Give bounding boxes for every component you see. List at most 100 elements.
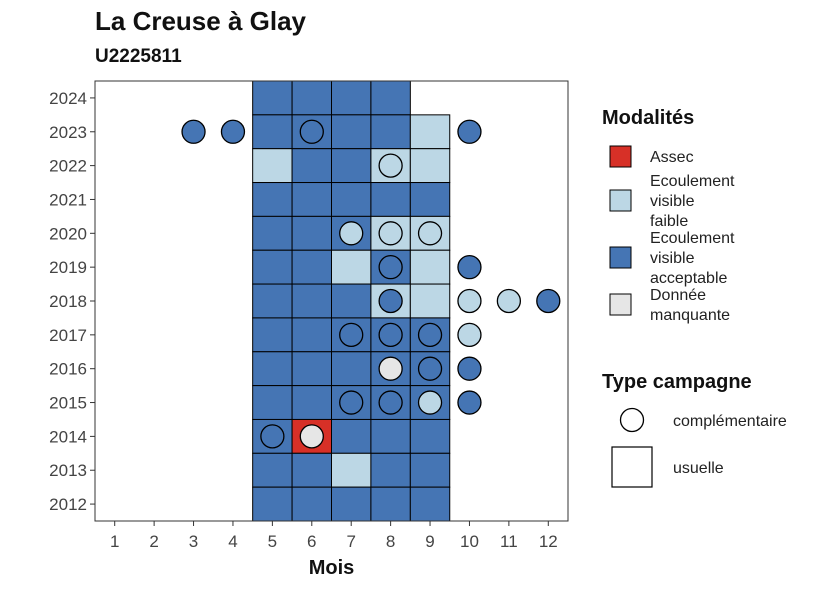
point-2019-8 (378, 255, 403, 280)
cell-2014-7 (331, 418, 372, 454)
cell-2017-5 (252, 317, 293, 353)
x-tick-label: 7 (346, 532, 355, 551)
point-2014-5 (260, 424, 285, 449)
cell-2016-7 (331, 351, 372, 387)
cell-2013-7 (331, 452, 372, 488)
point-2014-6 (299, 424, 324, 449)
point-2017-8 (378, 322, 403, 347)
cell-2022-9 (409, 148, 451, 184)
x-tick-label: 12 (539, 532, 558, 551)
cell-2021-5 (252, 182, 293, 217)
cell-2013-8 (370, 452, 411, 488)
cell-2021-9 (409, 182, 451, 217)
legend-label-line: Assec (650, 149, 694, 166)
cell-2015-6 (291, 385, 333, 420)
cell-2018-7 (331, 283, 372, 319)
legend-label-line: Ecoulement (650, 230, 735, 247)
point-2020-9 (417, 221, 443, 246)
cell-2012-5 (252, 486, 293, 522)
point-2019-10 (457, 255, 482, 280)
point-2020-8 (378, 221, 403, 246)
y-tick-label: 2019 (49, 258, 87, 277)
legend-modalites-title: Modalités (602, 107, 694, 129)
x-tick-label: 5 (268, 532, 277, 551)
point-2016-9 (417, 356, 443, 381)
cell-2018-9 (409, 283, 451, 319)
cell-2019-9 (409, 249, 451, 285)
cell-2021-8 (370, 182, 411, 217)
cell-2023-9 (409, 114, 451, 150)
cell-2018-6 (291, 283, 333, 319)
cell-2013-6 (291, 452, 333, 488)
legend-label-line: visible (650, 250, 695, 267)
cell-2017-6 (291, 317, 333, 353)
point-2015-8 (378, 390, 403, 415)
complementaire-points (181, 119, 561, 449)
legend-campagne-label: usuelle (673, 460, 724, 477)
chart-subtitle: U2225811 (95, 46, 182, 67)
point-2018-11 (496, 288, 522, 314)
point-2023-10 (457, 119, 482, 144)
y-tick-label: 2024 (49, 89, 87, 108)
y-tick-label: 2016 (49, 360, 87, 379)
point-2015-9 (417, 390, 443, 415)
cell-2019-5 (252, 249, 293, 285)
point-2023-4 (220, 119, 246, 144)
cell-2024-6 (291, 80, 333, 116)
legend-campagne-title: Type campagne (602, 371, 752, 393)
cell-2016-6 (291, 351, 333, 387)
cell-2020-6 (291, 215, 333, 251)
legend-key-2 (609, 189, 632, 212)
cell-2020-5 (252, 215, 293, 251)
cell-2023-5 (252, 114, 293, 150)
cell-2024-5 (252, 80, 293, 116)
cell-2022-7 (331, 148, 372, 184)
cell-2014-9 (409, 418, 451, 454)
point-2017-9 (417, 322, 443, 347)
cell-2012-7 (331, 486, 372, 522)
x-axis-title: Mois (309, 557, 355, 579)
cell-2023-7 (331, 114, 372, 150)
cell-2019-6 (291, 249, 333, 285)
cell-2016-5 (252, 351, 293, 387)
cell-2022-5 (252, 148, 293, 184)
point-2017-7 (339, 322, 364, 347)
legend-circle-key (619, 407, 645, 433)
legend-label-line: acceptable (650, 270, 727, 287)
y-tick-label: 2015 (49, 394, 87, 413)
cell-2012-9 (409, 486, 451, 522)
point-2023-6 (299, 119, 324, 144)
cell-2012-8 (370, 486, 411, 522)
x-tick-label: 10 (460, 532, 479, 551)
legend-modalites: ModalitésAssecEcoulementvisiblefaibleEco… (602, 107, 735, 324)
y-axis-ticks: 2012 2013 2014 2015 2016 2017 2018 2019 2020 2021… (49, 89, 95, 514)
cell-2021-7 (331, 182, 372, 217)
y-tick-label: 2013 (49, 461, 87, 480)
y-tick-label: 2012 (49, 495, 87, 514)
legend-label-line: manquante (650, 307, 730, 324)
point-2016-8 (378, 356, 403, 381)
y-tick-label: 2018 (49, 292, 87, 311)
usuelle-cells (252, 80, 451, 522)
x-tick-label: 11 (500, 532, 518, 551)
cell-2013-5 (252, 452, 293, 488)
y-tick-label: 2022 (49, 157, 87, 176)
cell-2019-7 (331, 249, 372, 285)
point-2018-12 (536, 288, 561, 314)
legend-key-3 (609, 246, 632, 269)
cell-2014-8 (370, 418, 411, 454)
cell-2021-6 (291, 182, 333, 217)
x-tick-label: 1 (110, 532, 119, 551)
cell-2023-8 (370, 114, 411, 150)
point-2016-10 (457, 356, 482, 381)
x-tick-label: 8 (386, 532, 395, 551)
y-tick-label: 2017 (49, 326, 87, 345)
cell-2022-6 (291, 148, 333, 184)
legend-square-key (611, 446, 653, 488)
y-tick-label: 2014 (49, 427, 87, 446)
cell-2024-7 (331, 80, 372, 116)
point-2022-8 (378, 153, 403, 178)
y-tick-label: 2023 (49, 123, 87, 142)
legend-label-line: Ecoulement (650, 173, 735, 190)
